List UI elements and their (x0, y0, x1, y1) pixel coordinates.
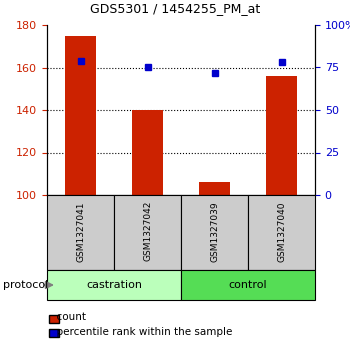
Bar (266, 76, 296, 195)
FancyBboxPatch shape (181, 270, 315, 300)
Text: count: count (50, 312, 86, 322)
Text: percentile rank within the sample: percentile rank within the sample (50, 327, 233, 337)
Text: GSM1327042: GSM1327042 (143, 201, 152, 261)
Bar (65, 36, 96, 195)
Text: GSM1327040: GSM1327040 (277, 201, 286, 261)
Text: GDS5301 / 1454255_PM_at: GDS5301 / 1454255_PM_at (90, 2, 260, 15)
Bar (199, 182, 230, 195)
FancyBboxPatch shape (114, 195, 181, 270)
Text: control: control (229, 280, 267, 290)
Text: GSM1327039: GSM1327039 (210, 201, 219, 262)
Text: castration: castration (86, 280, 142, 290)
FancyBboxPatch shape (181, 195, 248, 270)
FancyBboxPatch shape (248, 195, 315, 270)
FancyBboxPatch shape (47, 195, 114, 270)
Bar (132, 110, 163, 195)
Text: GSM1327041: GSM1327041 (76, 201, 85, 261)
Text: protocol: protocol (4, 280, 49, 290)
FancyBboxPatch shape (47, 270, 181, 300)
